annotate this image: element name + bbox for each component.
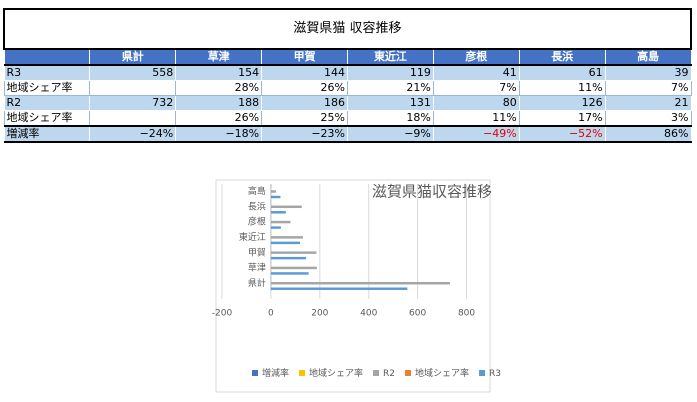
table-cell <box>3 48 91 66</box>
table-cell: 彦根 <box>432 48 520 66</box>
y-tick-label: 長浜 <box>248 201 266 212</box>
y-tick-label: 県計 <box>248 277 266 289</box>
bar <box>270 272 309 275</box>
table-cell: 高島 <box>604 48 692 66</box>
table-cell: 26% <box>261 80 348 96</box>
table-row: R3 558 154 144 119 41 61 39 <box>3 64 692 81</box>
bar <box>270 266 317 270</box>
table-cell: 131 <box>347 95 434 111</box>
bar <box>270 226 281 229</box>
table-row: 地域シェア率 26% 25% 18% 11% 17% 3% <box>3 110 692 127</box>
table-cell: 11% <box>518 80 606 96</box>
table-cell: 119 <box>347 64 434 81</box>
table-cell <box>89 80 177 96</box>
table-cell: 21 <box>604 95 692 111</box>
table-cell: 東近江 <box>347 48 434 66</box>
table-cell: 126 <box>518 95 606 111</box>
legend-swatch <box>252 370 258 376</box>
data-table: 滋賀県猫 収容推移 県計 草津 甲賀 東近江 彦根 長浜 高島 R3 558 154 144 119 41… <box>3 8 692 143</box>
table-cell: 甲賀 <box>261 48 348 66</box>
x-tick-label: 200 <box>311 309 328 319</box>
x-tick-label: 600 <box>409 309 426 319</box>
legend-swatch <box>373 370 380 376</box>
table-cell: 80 <box>432 95 520 111</box>
x-tick-label: 800 <box>458 309 475 319</box>
table-cell: 長浜 <box>518 48 606 66</box>
table-cell: 県計 <box>89 48 177 66</box>
chart-frame <box>215 179 491 393</box>
y-tick-label: 甲賀 <box>248 246 266 258</box>
bar <box>270 256 307 260</box>
table-cell: 61 <box>518 64 606 81</box>
bar <box>270 195 281 199</box>
bar <box>270 287 408 290</box>
y-tick-label: 東近江 <box>239 231 266 243</box>
table-row: R2 732 188 186 131 80 126 21 <box>3 95 692 111</box>
legend-label: R2 <box>383 369 395 379</box>
table-cell: 地域シェア率 <box>3 80 91 96</box>
table-cell: 186 <box>261 95 348 111</box>
bar <box>270 205 302 209</box>
table-cell: 地域シェア率 <box>3 110 91 127</box>
bar <box>270 281 450 285</box>
table-cell: −18% <box>175 125 263 143</box>
bar <box>270 241 301 245</box>
bar <box>270 220 291 224</box>
table-cell: 3% <box>604 110 692 127</box>
legend-swatch <box>479 370 486 376</box>
table-cell: 26% <box>175 110 263 127</box>
legend-label: 地域シェア率 <box>415 367 469 379</box>
legend-label: R3 <box>489 369 501 379</box>
legend-swatch <box>405 370 412 376</box>
chart-title: 滋賀県猫収容推移 <box>372 183 492 201</box>
table-cell: 144 <box>261 64 348 81</box>
table-cell: 滋賀県猫 収容推移 <box>3 8 692 50</box>
table-cell: −9% <box>347 125 434 143</box>
table-cell: 28% <box>175 80 263 96</box>
y-tick-label: 草津 <box>248 262 266 274</box>
table-row: 増減率 −24% −18% −23% −9% −49% −52% 86% <box>3 125 692 143</box>
legend-label: 増減率 <box>262 367 289 379</box>
y-tick-label: 高島 <box>248 185 266 197</box>
table-cell: −49% <box>432 125 520 143</box>
table-cell: −24% <box>89 125 177 143</box>
bar <box>270 236 303 239</box>
table-cell: R2 <box>3 95 91 111</box>
table-cell: 39 <box>604 64 692 81</box>
x-tick-label: 400 <box>360 309 377 319</box>
table-row: 地域シェア率 28% 26% 21% 7% 11% 7% <box>3 80 692 96</box>
legend-label: 地域シェア率 <box>309 367 363 379</box>
table-cell: 188 <box>175 95 263 111</box>
table-cell: 154 <box>175 64 263 81</box>
table-cell: −23% <box>261 125 348 143</box>
x-tick-label: 0 <box>268 309 274 319</box>
bar <box>270 190 277 193</box>
bar <box>270 211 286 214</box>
header-row: 県計 草津 甲賀 東近江 彦根 長浜 高島 <box>3 48 692 66</box>
title-row: 滋賀県猫 収容推移 <box>3 8 692 50</box>
table-cell: 86% <box>604 125 692 143</box>
table-cell: 増減率 <box>3 125 91 143</box>
table-cell: 草津 <box>175 48 263 66</box>
legend-swatch <box>299 370 306 376</box>
table-cell: 732 <box>89 95 177 111</box>
x-tick-label: -200 <box>212 309 233 319</box>
table-cell: −52% <box>518 125 606 143</box>
bar <box>270 251 317 254</box>
table-cell: 558 <box>89 64 177 81</box>
y-tick-label: 彦根 <box>248 216 266 228</box>
